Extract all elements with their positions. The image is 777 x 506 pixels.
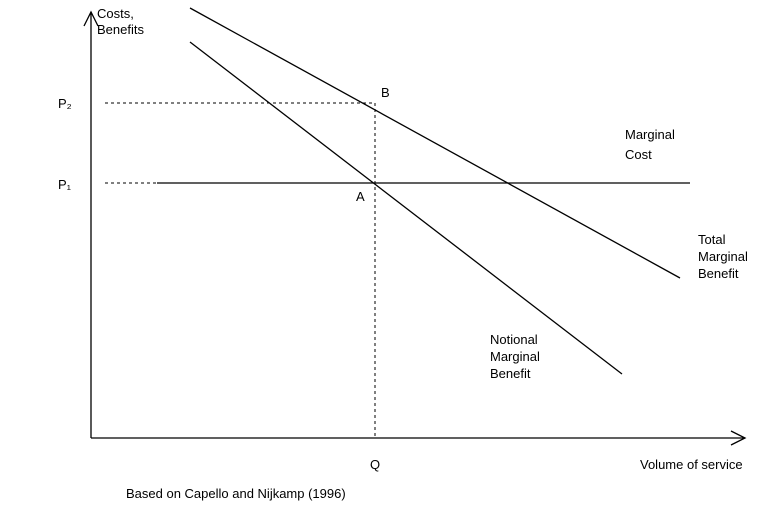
curve-label: Marginal (625, 127, 675, 142)
total-marginal-benefit-line (189, 7, 681, 279)
q-label: Q (370, 457, 380, 472)
curve-label: Marginal (698, 249, 748, 264)
x-arrow (730, 430, 747, 446)
curve-label: Benefit (490, 366, 531, 381)
p2-label: P₂ (58, 96, 72, 111)
point-b: B (381, 85, 390, 100)
notional-marginal-benefit-line (189, 41, 623, 375)
curve-label: Notional (490, 332, 538, 347)
curve-label: Marginal (490, 349, 540, 364)
y-label: Costs, (97, 6, 134, 21)
y-label: Benefits (97, 22, 144, 37)
p1-label: P₁ (58, 177, 72, 192)
curve-label: Cost (625, 147, 652, 162)
curve-label: Benefit (698, 266, 739, 281)
source: Based on Capello and Nijkamp (1996) (126, 486, 346, 501)
point-a: A (356, 189, 365, 204)
curve-label: Total (698, 232, 726, 247)
x-label: Volume of service (640, 457, 743, 472)
y-arrow (83, 10, 99, 27)
